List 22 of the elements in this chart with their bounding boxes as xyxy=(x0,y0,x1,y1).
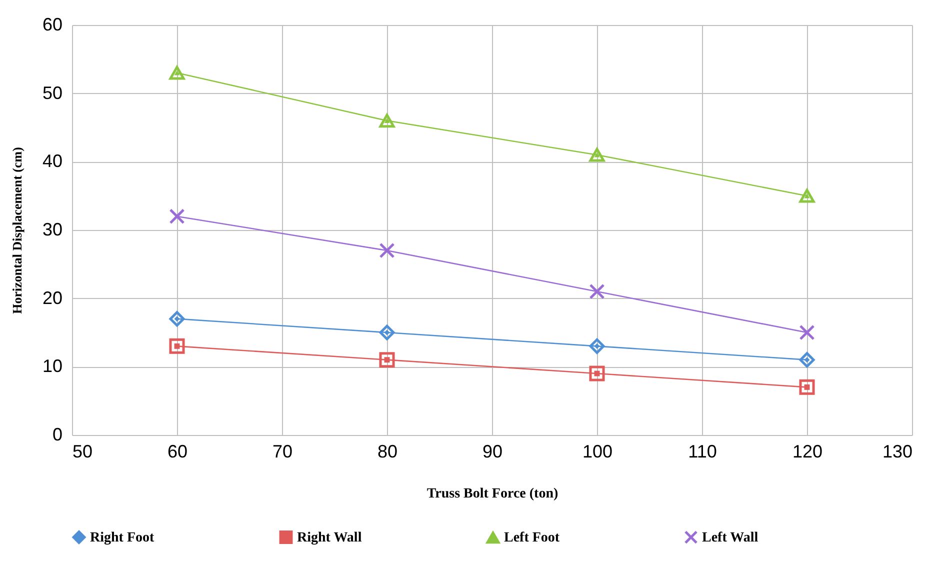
x-tick-label: 130 xyxy=(882,442,912,462)
y-tick-label: 0 xyxy=(52,424,62,444)
x-tick-label: 90 xyxy=(482,442,503,462)
x-tick-label: 60 xyxy=(167,442,188,462)
x-tick-label: 120 xyxy=(792,442,823,462)
y-tick-label: 30 xyxy=(42,220,62,240)
legend-label: Right Foot xyxy=(90,530,154,546)
x-tick-label: 50 xyxy=(72,442,93,462)
x-tick-label: 110 xyxy=(688,442,717,462)
y-tick-label: 40 xyxy=(42,151,62,172)
y-tick-label: 60 xyxy=(42,14,62,34)
y-tick-label: 50 xyxy=(42,82,62,103)
x-tick-label: 80 xyxy=(377,442,398,462)
y-tick-label: 10 xyxy=(42,356,62,376)
x-tick-label: 100 xyxy=(582,442,613,462)
legend-label: Left Foot xyxy=(504,530,560,546)
x-tick-label: 70 xyxy=(272,442,293,462)
x-axis-title: Truss Bolt Force (ton) xyxy=(426,486,558,502)
y-tick-label: 20 xyxy=(42,288,62,308)
y-axis-title: Horizontal Displacement (cm) xyxy=(9,147,24,314)
legend-label: Left Wall xyxy=(702,530,758,546)
legend-label: Right Wall xyxy=(297,530,362,546)
